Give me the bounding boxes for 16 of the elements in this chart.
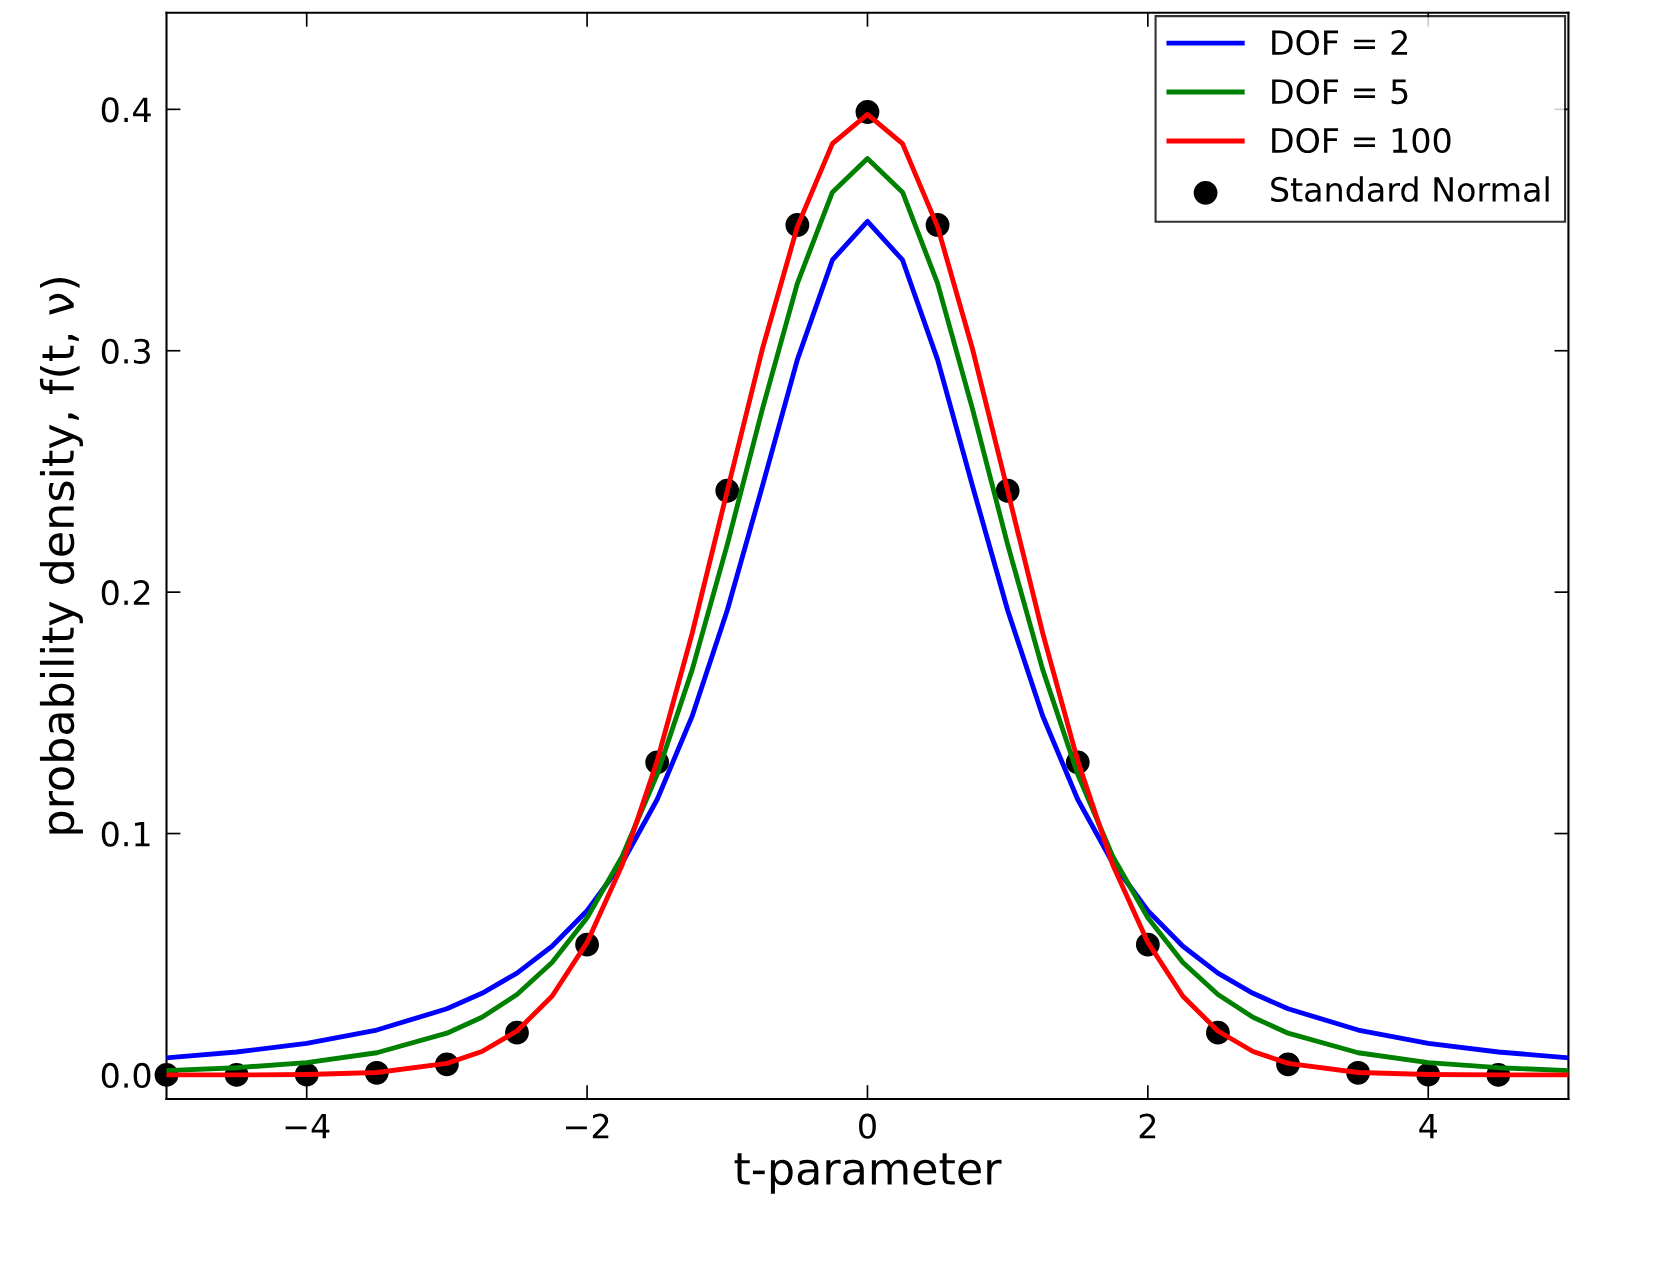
y-tick-label: 0.4 — [101, 97, 151, 123]
y-tick-label: 0.0 — [101, 1062, 151, 1089]
y-tick-label: 0.1 — [101, 821, 150, 847]
y-tick-label: 0.2 — [101, 580, 150, 606]
legend-label: DOF = 2 — [1272, 30, 1407, 56]
legend-label: Standard Normal — [1271, 176, 1549, 203]
x-tick-label: 2 — [1139, 1113, 1156, 1139]
legend-label: DOF = 100 — [1272, 127, 1451, 154]
x-tick-label: 0 — [859, 1113, 876, 1139]
y-axis-title: probability density, f(t, ν) — [39, 278, 83, 834]
x-tick-label: −2 — [566, 1113, 609, 1139]
x-tick-label: −4 — [285, 1113, 330, 1139]
x-axis-title: t-parameter — [734, 1153, 1002, 1194]
y-tick-label: 0.3 — [101, 338, 150, 364]
legend-label: DOF = 5 — [1272, 78, 1408, 105]
x-tick-label: 4 — [1419, 1113, 1437, 1139]
